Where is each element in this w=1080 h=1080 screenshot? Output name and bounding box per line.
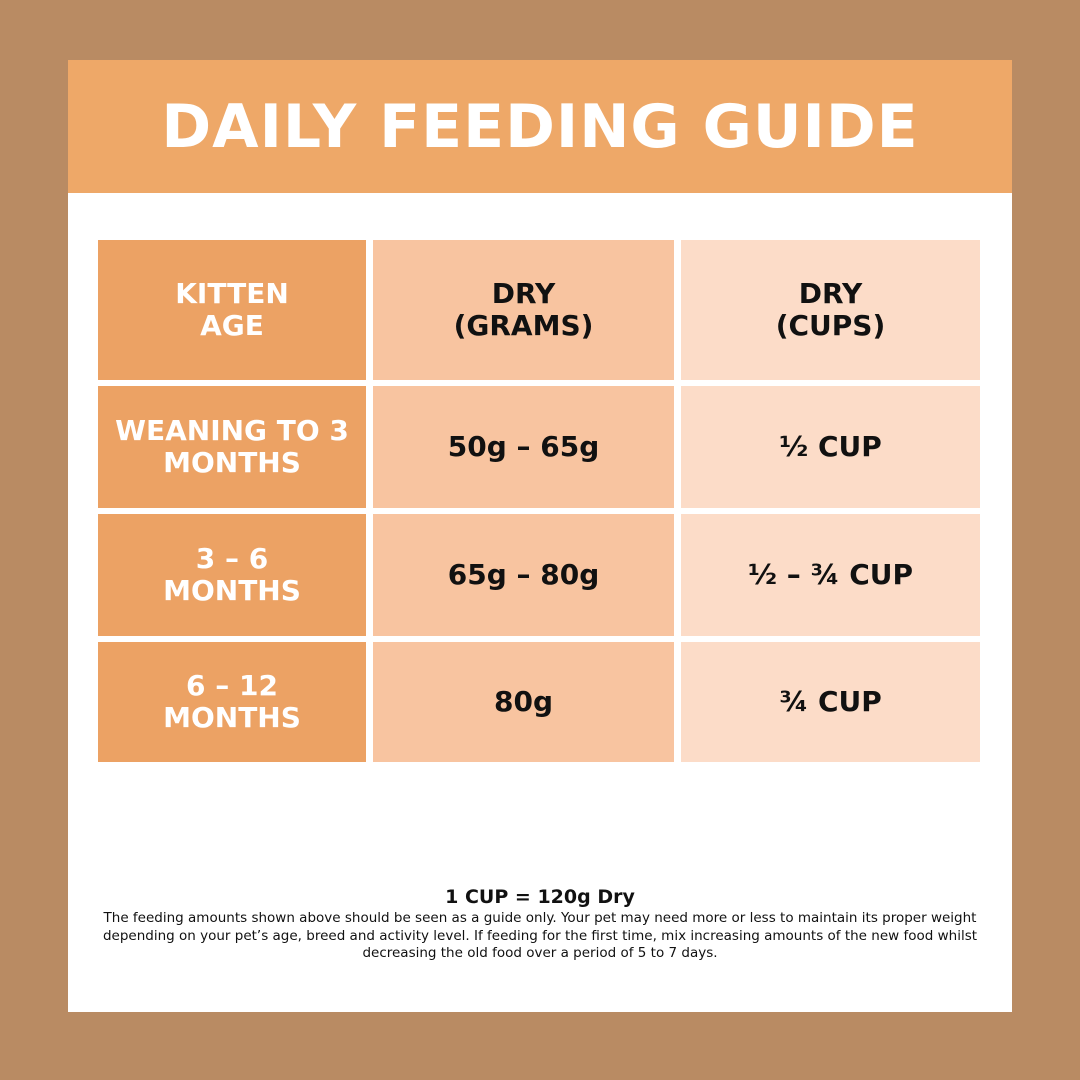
cups-cell: ½ CUP — [681, 386, 980, 508]
header-label: DRY (GRAMS) — [453, 276, 594, 342]
feeding-guide-card: DAILY FEEDING GUIDE KITTEN AGE DRY (GRAM… — [68, 60, 1012, 1012]
grams-cell: 50g – 65g — [373, 386, 674, 508]
header-dry-grams: DRY (GRAMS) — [373, 240, 674, 380]
page-title: DAILY FEEDING GUIDE — [161, 91, 919, 162]
age-cell: 3 – 6 MONTHS — [98, 514, 366, 636]
footer: 1 CUP = 120g Dry The feeding amounts sho… — [88, 886, 992, 963]
cups-cell: ½ – ¾ CUP — [681, 514, 980, 636]
age-label: 3 – 6 MONTHS — [163, 541, 301, 607]
header-label: KITTEN AGE — [175, 276, 289, 342]
grams-cell: 80g — [373, 642, 674, 762]
header-dry-cups: DRY (CUPS) — [681, 240, 980, 380]
age-cell: WEANING TO 3 MONTHS — [98, 386, 366, 508]
cup-conversion: 1 CUP = 120g Dry — [445, 886, 635, 908]
header-label: DRY (CUPS) — [775, 276, 886, 342]
age-cell: 6 – 12 MONTHS — [98, 642, 366, 762]
title-banner: DAILY FEEDING GUIDE — [68, 60, 1012, 193]
disclaimer-note: The feeding amounts shown above should b… — [102, 910, 978, 962]
cups-cell: ¾ CUP — [681, 642, 980, 762]
header-kitten-age: KITTEN AGE — [98, 240, 366, 380]
grams-cell: 65g – 80g — [373, 514, 674, 636]
age-label: 6 – 12 MONTHS — [163, 668, 301, 734]
age-label: WEANING TO 3 MONTHS — [115, 413, 349, 479]
